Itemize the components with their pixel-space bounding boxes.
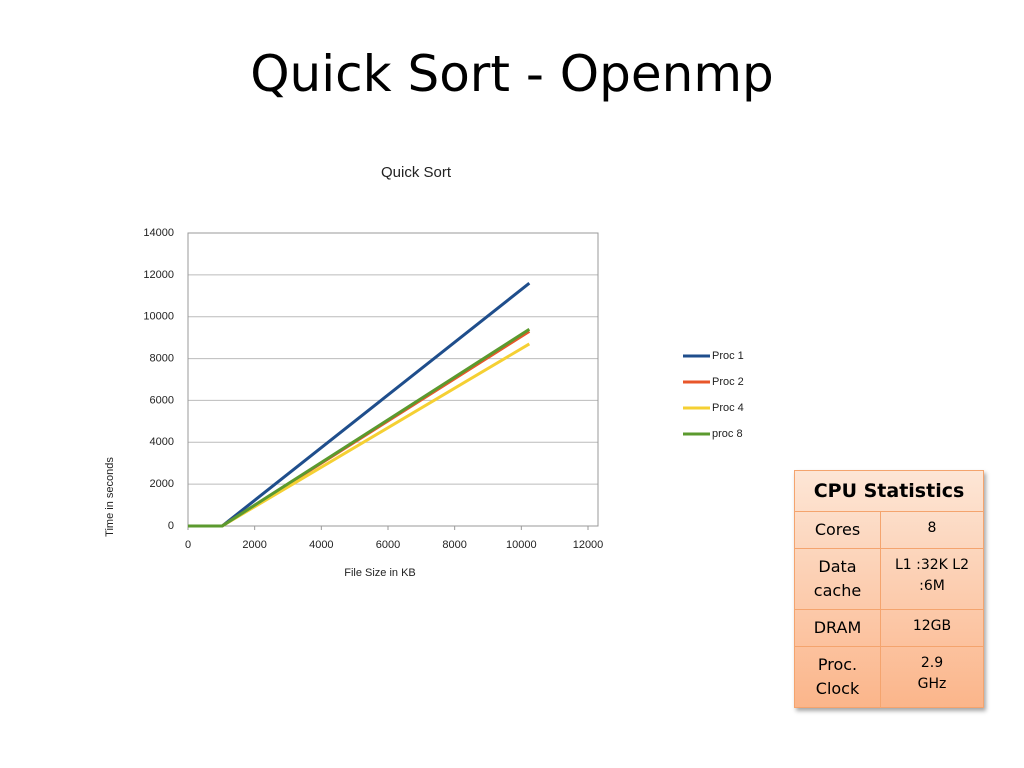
series-line [188, 282, 531, 528]
table-row: Proc. Clock 2.9 GHz [794, 646, 984, 708]
row-value: 2.9 GHz [880, 646, 984, 708]
y-tick-label: 0 [168, 520, 174, 532]
y-tick-label: 10000 [143, 311, 174, 323]
x-axis-label: File Size in KB [344, 567, 416, 579]
legend-label: Proc 2 [712, 376, 744, 388]
chart-title: Quick Sort [381, 164, 452, 181]
row-label: Proc. Clock [794, 646, 881, 708]
y-tick-label: 2000 [150, 478, 174, 490]
x-tick-label: 4000 [309, 539, 333, 551]
slide-title: Quick Sort - Openmp [250, 45, 774, 103]
legend-label: Proc 4 [712, 402, 744, 414]
row-value: L1 :32K L2 :6M [880, 548, 984, 610]
plot-frame [187, 232, 599, 527]
legend-label: Proc 1 [712, 350, 744, 362]
row-value: 8 [880, 511, 984, 549]
table-row: DRAM 12GB [794, 609, 984, 647]
y-axis-label: Time in seconds [104, 457, 116, 537]
table-row: Cores 8 [794, 511, 984, 549]
x-tick-label: 8000 [442, 539, 466, 551]
y-tick-label: 14000 [143, 227, 174, 239]
x-tick-label: 2000 [242, 539, 266, 551]
x-tick-label: 0 [185, 539, 191, 551]
series-line [188, 328, 531, 528]
table-row: Data cache L1 :32K L2 :6M [794, 548, 984, 610]
row-label: Data cache [794, 548, 881, 610]
x-tick-label: 12000 [573, 539, 604, 551]
table-header: CPU Statistics [794, 470, 984, 512]
y-tick-label: 4000 [150, 436, 174, 448]
row-label: DRAM [794, 609, 881, 647]
y-tick-label: 6000 [150, 394, 174, 406]
y-tick-label: 12000 [143, 269, 174, 281]
y-tick-label: 8000 [150, 352, 174, 364]
x-tick-label: 10000 [506, 539, 537, 551]
row-label: Cores [794, 511, 881, 549]
series-line [188, 342, 531, 528]
row-value: 12GB [880, 609, 984, 647]
x-tick-label: 6000 [376, 539, 400, 551]
legend-label: proc 8 [712, 428, 743, 440]
cpu-table: CPU Statistics Cores 8 Data cache L1 :32K L… [794, 470, 984, 708]
